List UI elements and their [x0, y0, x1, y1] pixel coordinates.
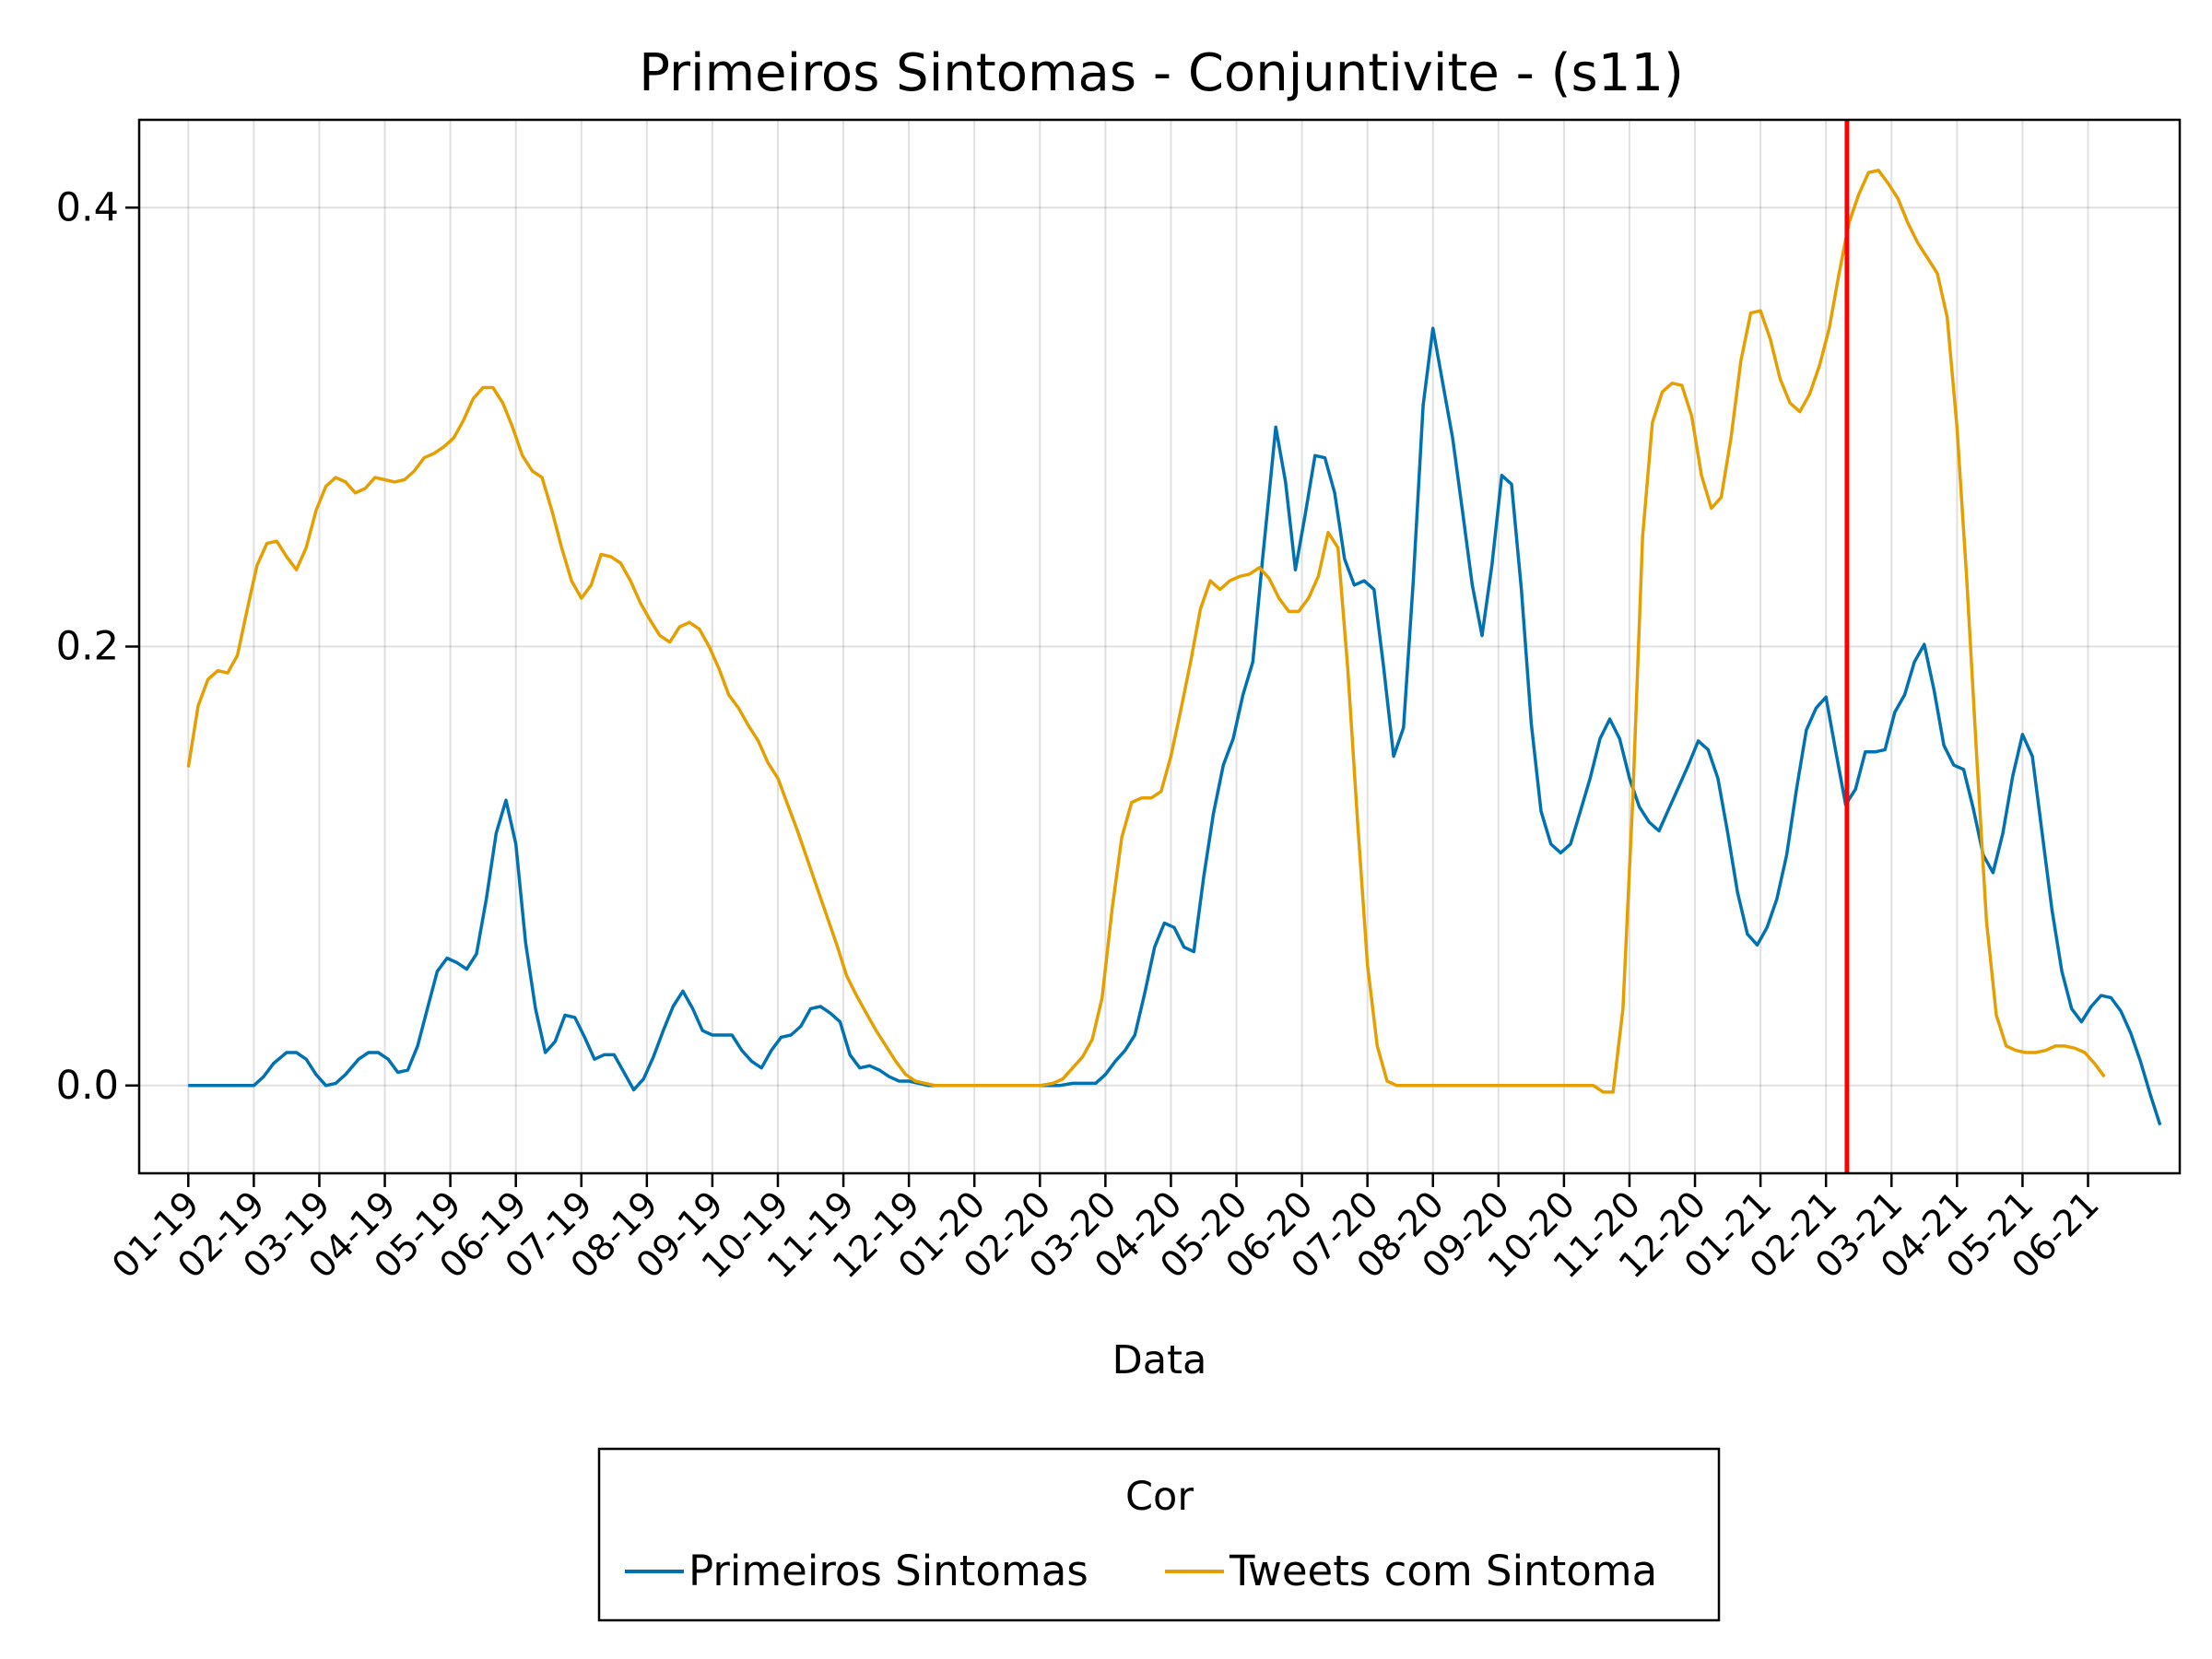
grid-lines — [139, 120, 2180, 1173]
x-axis-label: Data — [1112, 1337, 1207, 1383]
legend-label-tweets: Tweets com Sintoma — [1229, 1547, 1657, 1595]
series-lines — [186, 169, 2162, 1126]
series-line-1 — [186, 169, 2106, 1094]
y-tick-label: 0.2 — [56, 624, 119, 670]
y-tick-label: 0.0 — [56, 1063, 119, 1109]
legend-box — [597, 1447, 1721, 1622]
legend-title: Cor — [1125, 1474, 1194, 1520]
axes: 01-1902-1903-1904-1905-1906-1907-1908-19… — [56, 184, 2108, 1287]
legend: Cor Primeiros Sintomas Tweets com Sintom… — [597, 1447, 1721, 1622]
legend-label-primeiros: Primeiros Sintomas — [688, 1547, 1088, 1595]
series-line-0 — [188, 326, 2162, 1126]
chart-title: Primeiros Sintomas - Conjuntivite - (s11… — [639, 43, 1684, 103]
y-tick-label: 0.4 — [56, 184, 119, 230]
